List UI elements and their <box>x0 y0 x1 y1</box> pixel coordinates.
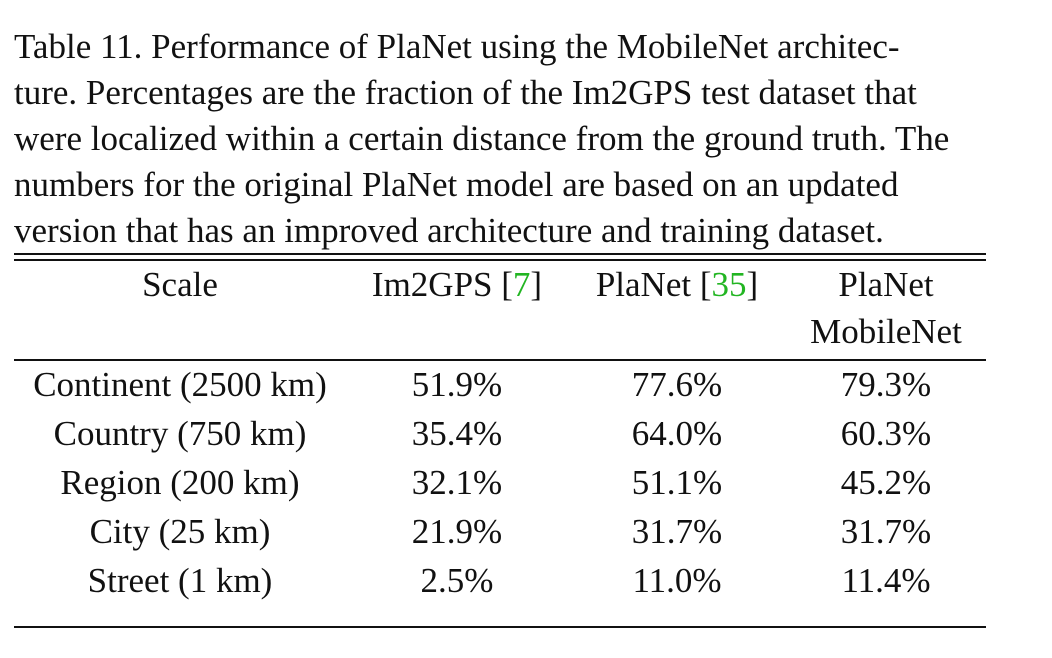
header-scale: Scale <box>142 265 218 304</box>
cell-planet: 11.0% <box>632 561 722 600</box>
citation-link[interactable]: 7 <box>512 265 531 304</box>
cell-scale: Street (1 km) <box>87 561 273 600</box>
cell-planet: 64.0% <box>631 414 723 453</box>
table-top-rule <box>14 259 986 261</box>
cell-im2gps: 21.9% <box>411 512 503 551</box>
header-im2gps-label: Im2GPS <box>371 265 493 304</box>
cell-scale: Country (750 km) <box>53 414 307 453</box>
header-planet: PlaNet [35] <box>595 265 759 304</box>
cell-im2gps: 2.5% <box>420 561 494 600</box>
cell-mobilenet: 31.7% <box>840 512 932 551</box>
cell-mobilenet: 45.2% <box>840 463 932 502</box>
cell-planet: 51.1% <box>631 463 723 502</box>
header-rule <box>14 359 986 361</box>
cell-planet: 77.6% <box>631 365 723 404</box>
cell-mobilenet: 11.4% <box>841 561 931 600</box>
caption-line: were localized within a certain distance… <box>14 119 950 158</box>
caption-line: numbers for the original PlaNet model ar… <box>14 165 899 204</box>
caption-line: ture. Percentages are the fraction of th… <box>14 73 917 112</box>
header-planet-mobilenet-2: MobileNet <box>810 312 962 351</box>
cell-scale: Continent (2500 km) <box>33 365 327 404</box>
cell-mobilenet: 79.3% <box>840 365 932 404</box>
cell-scale: City (25 km) <box>89 512 271 551</box>
table-top-rule <box>14 253 986 255</box>
cell-mobilenet: 60.3% <box>840 414 932 453</box>
header-planet-mobilenet-1: PlaNet <box>838 265 934 304</box>
caption-line: version that has an improved architectur… <box>14 211 884 250</box>
table-caption: Table 11. Performance of PlaNet using th… <box>14 24 996 254</box>
table-bottom-rule <box>14 626 986 628</box>
cell-im2gps: 32.1% <box>411 463 503 502</box>
citation-link[interactable]: 35 <box>711 265 747 304</box>
cell-im2gps: 51.9% <box>411 365 503 404</box>
header-im2gps: Im2GPS [7] <box>371 265 543 304</box>
caption-line: Table 11. Performance of PlaNet using th… <box>14 27 900 66</box>
cell-im2gps: 35.4% <box>411 414 503 453</box>
cell-planet: 31.7% <box>631 512 723 551</box>
cell-scale: Region (200 km) <box>60 463 300 502</box>
header-planet-label: PlaNet <box>595 265 692 304</box>
